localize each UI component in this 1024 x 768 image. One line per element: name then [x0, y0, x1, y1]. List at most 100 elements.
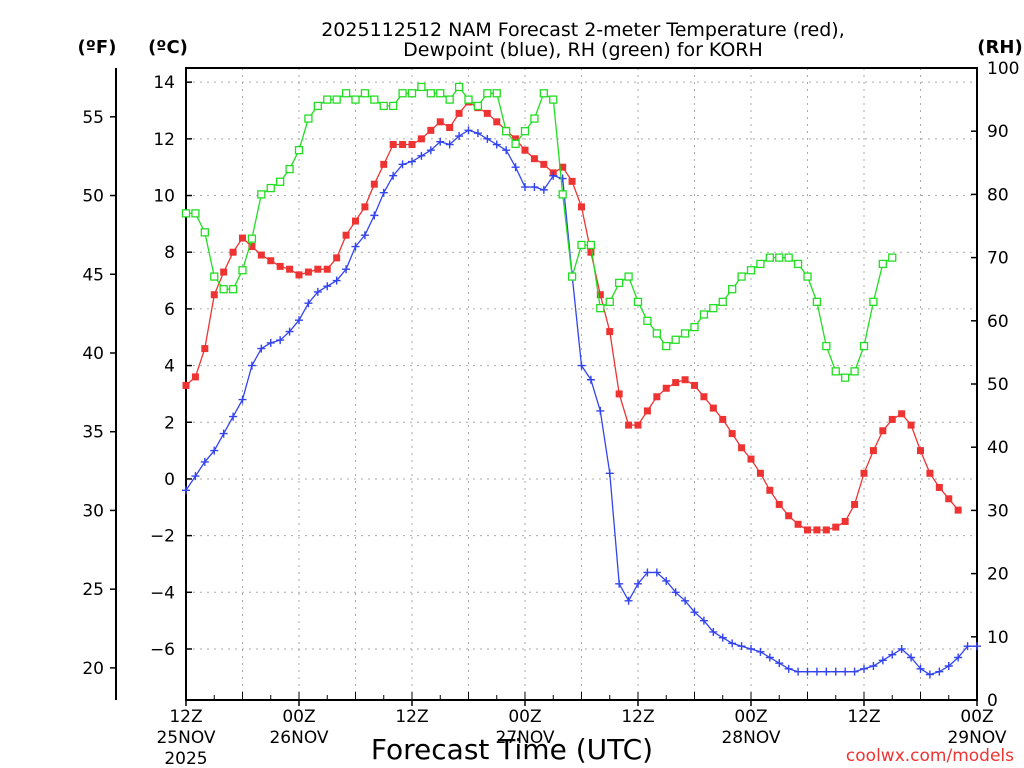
data-point	[756, 469, 764, 477]
celsius-tick-label: −6	[150, 640, 175, 660]
data-point	[445, 95, 454, 104]
series-line	[186, 85, 893, 379]
data-point	[737, 642, 746, 651]
data-point	[907, 421, 915, 429]
data-point	[897, 644, 906, 653]
data-point	[568, 177, 576, 185]
data-point	[521, 146, 529, 154]
x-tick-date: 29NOV	[947, 728, 1006, 748]
data-point	[352, 217, 359, 225]
data-point	[332, 95, 341, 104]
data-point	[898, 410, 906, 418]
series-line	[185, 129, 977, 676]
data-point	[841, 517, 849, 525]
data-point	[860, 664, 868, 673]
data-point	[812, 667, 821, 676]
data-point	[181, 209, 191, 218]
data-point	[323, 95, 332, 104]
data-point	[605, 469, 614, 478]
data-point	[652, 329, 661, 338]
data-point	[370, 95, 379, 104]
data-point	[380, 160, 388, 168]
data-point	[294, 146, 304, 155]
watermark: coolwx.com/models	[846, 746, 1014, 766]
data-point	[530, 114, 539, 123]
data-point	[210, 291, 218, 299]
data-point	[379, 101, 388, 111]
data-point	[398, 160, 407, 169]
data-point	[314, 265, 322, 273]
tick-labels: −6−4−20246810121420253035404550550102030…	[82, 59, 1019, 768]
data-point	[718, 633, 727, 642]
data-point	[229, 412, 238, 421]
chart-title-line2: Dewpoint (blue), RH (green) for KORH	[403, 39, 763, 61]
data-point	[285, 327, 294, 336]
data-point	[699, 616, 708, 625]
data-point	[728, 285, 737, 294]
data-point	[822, 341, 831, 351]
rh-tick-label: 0	[987, 691, 998, 711]
data-point	[879, 427, 887, 435]
data-point	[286, 265, 294, 273]
celsius-tick-label: 12	[153, 130, 175, 150]
data-point	[784, 664, 793, 673]
data-point	[699, 310, 709, 319]
data-point	[389, 171, 398, 180]
data-point	[925, 670, 934, 679]
data-point	[228, 285, 238, 294]
data-point	[859, 341, 869, 351]
rh-tick-label: 90	[987, 122, 1009, 142]
data-point	[247, 361, 256, 370]
x-tick-time: 00Z	[508, 707, 541, 727]
rh-tick-label: 40	[987, 438, 1009, 458]
data-point	[464, 95, 473, 104]
data-point	[643, 407, 651, 415]
series-layer	[181, 82, 981, 679]
data-point	[709, 627, 718, 636]
data-point	[596, 291, 604, 299]
data-point	[615, 579, 624, 588]
data-point	[549, 171, 558, 180]
data-point	[804, 526, 811, 534]
data-point	[728, 639, 737, 648]
data-point	[304, 114, 313, 123]
data-point	[426, 146, 435, 155]
data-point	[408, 157, 416, 166]
data-point	[539, 89, 548, 98]
celsius-tick-label: 4	[164, 357, 175, 377]
data-point	[869, 447, 877, 455]
celsius-unit-label: (ºC)	[148, 37, 188, 58]
data-point	[766, 486, 774, 494]
data-point	[530, 155, 538, 163]
data-point	[389, 141, 397, 149]
rh-tick-label: 50	[987, 375, 1009, 395]
data-point	[709, 404, 717, 412]
x-tick-time: 00Z	[282, 707, 315, 727]
data-point	[690, 322, 699, 332]
data-point	[888, 650, 897, 659]
fahrenheit-tick-label: 40	[82, 344, 104, 364]
data-point	[407, 89, 417, 98]
data-point	[935, 483, 943, 491]
data-point	[361, 203, 369, 211]
data-point	[793, 259, 803, 269]
data-point	[606, 328, 614, 336]
data-point	[549, 95, 558, 104]
data-point	[427, 126, 435, 134]
data-point	[719, 415, 727, 423]
data-point	[341, 89, 351, 98]
data-point	[304, 299, 313, 308]
celsius-tick-label: −2	[150, 527, 175, 547]
data-point	[888, 253, 897, 262]
data-point	[681, 376, 689, 384]
data-point	[267, 257, 275, 265]
data-point	[803, 272, 812, 281]
grid-lines	[186, 68, 977, 700]
data-point	[587, 248, 595, 256]
data-point	[417, 82, 426, 92]
rh-tick-label: 20	[987, 565, 1009, 585]
data-point	[295, 316, 303, 325]
data-point	[521, 183, 529, 192]
x-tick-date: 26NOV	[269, 728, 328, 748]
data-point	[945, 495, 953, 503]
